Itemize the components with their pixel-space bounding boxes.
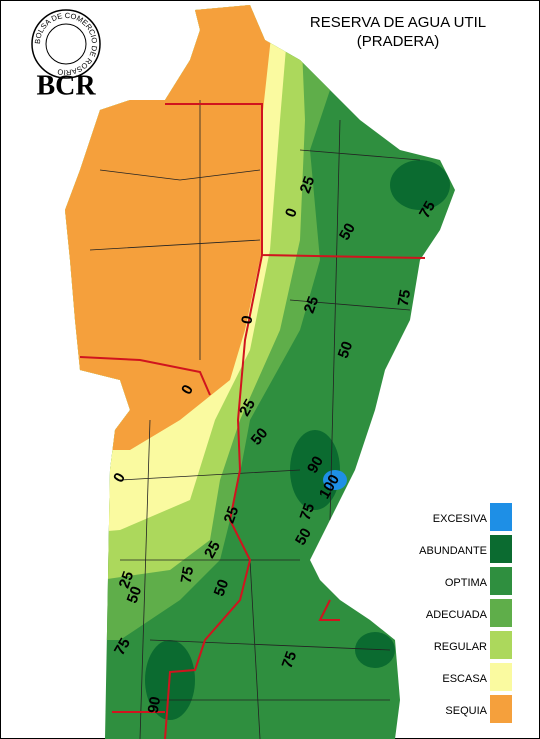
- contour-label: 75: [395, 288, 415, 307]
- legend-swatch: [490, 599, 512, 627]
- contour-label: 25: [236, 396, 259, 419]
- legend-label: ABUNDANTE: [419, 545, 487, 557]
- contour-label: 90: [145, 695, 165, 714]
- legend-swatch: [490, 567, 512, 595]
- legend-label: ESCASA: [442, 673, 487, 685]
- contour-label: 25: [116, 569, 138, 590]
- logo-inner: [45, 23, 87, 65]
- legend-label: OPTIMA: [445, 577, 488, 589]
- legend-swatch: [490, 695, 512, 723]
- contour-label: 25: [201, 538, 224, 561]
- contour-label: 50: [292, 525, 315, 548]
- title: RESERVA DE AGUA UTIL: [310, 14, 486, 31]
- contour-label: 25: [297, 174, 319, 195]
- contour-label: 75: [279, 649, 301, 670]
- legend-swatch: [490, 631, 512, 659]
- province-borders: [79, 103, 426, 739]
- contour-label: 50: [336, 220, 359, 243]
- legend: EXCESIVA ABUNDANTE OPTIMA ADECUADA REGULAR ES…: [419, 503, 512, 723]
- legend-swatch: [490, 663, 512, 691]
- logo-ring: [31, 9, 101, 79]
- contour-label: 25: [221, 504, 243, 525]
- contour-label: 0: [238, 314, 256, 325]
- contour-label: 25: [301, 294, 323, 315]
- contour-label: 75: [111, 635, 134, 658]
- legend-label: REGULAR: [434, 641, 487, 653]
- contour-label: 75: [178, 565, 198, 584]
- contour-label: 50: [124, 584, 146, 605]
- legend-label: ADECUADA: [426, 609, 488, 621]
- legend-swatch: [490, 535, 512, 563]
- subtitle: (PRADERA): [357, 33, 440, 50]
- contour-label: 75: [297, 501, 319, 522]
- logo-abbr: BCR: [36, 70, 96, 101]
- contour-label: 50: [335, 339, 357, 360]
- contour-label: 75: [416, 198, 439, 221]
- contour-label: 50: [211, 577, 233, 598]
- legend-label: EXCESIVA: [433, 513, 488, 525]
- contour-label: 90: [304, 453, 327, 476]
- legend-label: SEQUIA: [445, 705, 487, 717]
- legend-swatch: [490, 503, 512, 531]
